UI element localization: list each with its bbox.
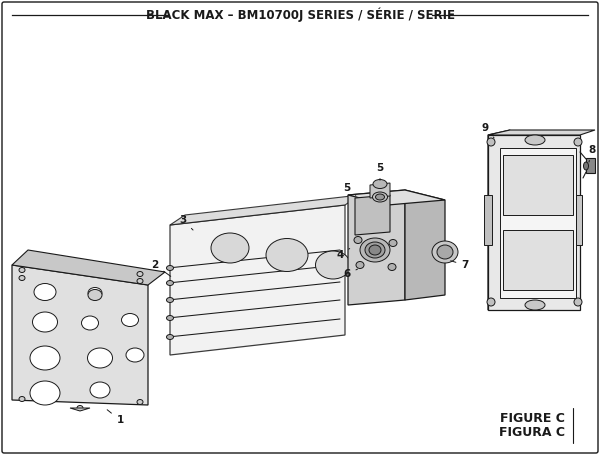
Ellipse shape xyxy=(574,298,582,306)
Text: BLACK MAX – BM10700J SERIES / SÉRIE / SERIE: BLACK MAX – BM10700J SERIES / SÉRIE / SE… xyxy=(146,8,455,22)
Text: 3: 3 xyxy=(179,215,193,230)
Text: 2: 2 xyxy=(151,260,171,276)
Polygon shape xyxy=(348,190,445,205)
Bar xyxy=(586,158,595,173)
Ellipse shape xyxy=(388,263,396,271)
Ellipse shape xyxy=(88,289,102,300)
Ellipse shape xyxy=(373,192,388,202)
Ellipse shape xyxy=(90,382,110,398)
Ellipse shape xyxy=(88,348,113,368)
Bar xyxy=(576,195,582,245)
Polygon shape xyxy=(170,195,360,225)
Text: 7: 7 xyxy=(451,260,469,270)
Text: 6: 6 xyxy=(343,269,358,279)
Text: FIGURE C: FIGURE C xyxy=(500,411,565,425)
Ellipse shape xyxy=(137,278,143,283)
Polygon shape xyxy=(170,205,345,355)
Ellipse shape xyxy=(487,298,495,306)
Ellipse shape xyxy=(167,266,173,271)
Ellipse shape xyxy=(167,334,173,339)
Text: 4: 4 xyxy=(337,248,350,260)
Ellipse shape xyxy=(365,242,385,258)
Ellipse shape xyxy=(30,381,60,405)
Polygon shape xyxy=(405,190,445,300)
Ellipse shape xyxy=(82,316,98,330)
Text: 8: 8 xyxy=(589,145,596,162)
Polygon shape xyxy=(488,135,580,310)
Polygon shape xyxy=(70,408,90,411)
Polygon shape xyxy=(12,265,148,405)
Ellipse shape xyxy=(167,298,173,303)
Polygon shape xyxy=(488,130,595,135)
Bar xyxy=(484,195,492,245)
Ellipse shape xyxy=(19,275,25,280)
Ellipse shape xyxy=(525,300,545,310)
Ellipse shape xyxy=(369,245,381,255)
Ellipse shape xyxy=(137,399,143,404)
Ellipse shape xyxy=(583,162,589,170)
Ellipse shape xyxy=(126,348,144,362)
Ellipse shape xyxy=(356,262,364,268)
Ellipse shape xyxy=(77,405,83,410)
Text: 9: 9 xyxy=(481,123,494,138)
Text: 5: 5 xyxy=(343,183,356,196)
Ellipse shape xyxy=(373,180,387,188)
Text: 5: 5 xyxy=(376,163,383,180)
Ellipse shape xyxy=(432,241,458,263)
Ellipse shape xyxy=(525,135,545,145)
Polygon shape xyxy=(488,130,510,310)
Bar xyxy=(503,155,573,215)
Ellipse shape xyxy=(354,237,362,243)
Ellipse shape xyxy=(211,233,249,263)
Ellipse shape xyxy=(266,238,308,272)
Polygon shape xyxy=(370,183,390,198)
Text: FIGURA C: FIGURA C xyxy=(499,425,565,439)
Text: 1: 1 xyxy=(107,410,124,425)
Polygon shape xyxy=(12,250,165,285)
Ellipse shape xyxy=(316,251,350,279)
Ellipse shape xyxy=(32,312,58,332)
Ellipse shape xyxy=(487,138,495,146)
Ellipse shape xyxy=(19,396,25,401)
Bar xyxy=(503,230,573,290)
Ellipse shape xyxy=(30,346,60,370)
Ellipse shape xyxy=(376,194,385,200)
Ellipse shape xyxy=(19,268,25,273)
Ellipse shape xyxy=(389,239,397,247)
Ellipse shape xyxy=(437,245,453,259)
Polygon shape xyxy=(500,148,576,298)
Ellipse shape xyxy=(88,288,102,298)
Ellipse shape xyxy=(574,138,582,146)
Polygon shape xyxy=(348,190,405,305)
Ellipse shape xyxy=(167,280,173,285)
Polygon shape xyxy=(355,195,390,235)
Ellipse shape xyxy=(137,272,143,277)
Ellipse shape xyxy=(34,283,56,300)
Ellipse shape xyxy=(167,315,173,320)
Ellipse shape xyxy=(121,313,139,327)
Ellipse shape xyxy=(360,238,390,262)
